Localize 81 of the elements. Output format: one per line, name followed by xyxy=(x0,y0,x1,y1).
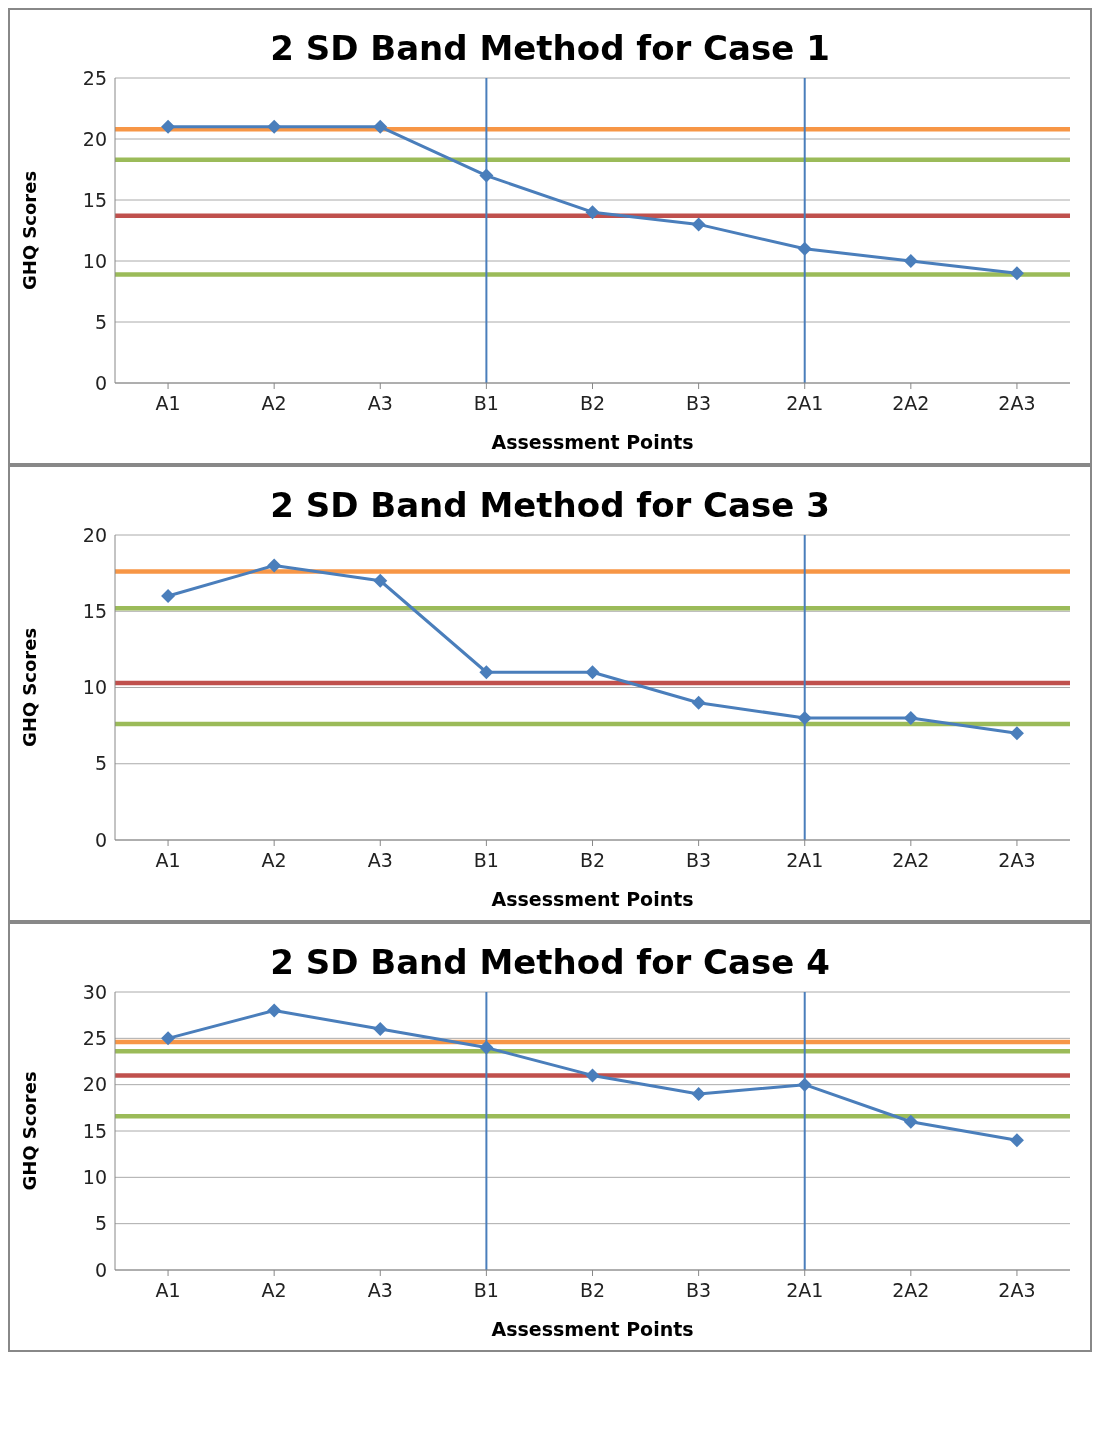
x-tick-label: B3 xyxy=(686,392,712,415)
x-axis-title: Assessment Points xyxy=(491,1318,694,1340)
point xyxy=(373,119,388,134)
point xyxy=(267,1003,282,1018)
x-tick-label: A3 xyxy=(367,392,393,415)
y-tick-label: 10 xyxy=(82,1166,107,1189)
x-tick-label: B2 xyxy=(579,1279,606,1302)
point xyxy=(585,1068,600,1083)
y-axis-title: GHQ Scores xyxy=(19,170,41,291)
point xyxy=(161,119,176,134)
x-tick-label: A1 xyxy=(155,1279,181,1302)
x-tick-label: A2 xyxy=(261,849,287,872)
y-tick-label: 30 xyxy=(82,980,107,1003)
y-axis-title: GHQ Scores xyxy=(19,627,41,748)
y-tick-label: 25 xyxy=(82,1027,107,1050)
x-tick-label: B1 xyxy=(473,392,499,415)
point xyxy=(1009,266,1024,281)
x-tick-label: B1 xyxy=(473,849,499,872)
point xyxy=(585,665,600,680)
x-tick-label: 2A2 xyxy=(892,392,930,415)
x-tick-label: A3 xyxy=(367,1279,393,1302)
y-tick-label: 25 xyxy=(82,66,107,89)
chart-title: 2 SD Band Method for Case 3 xyxy=(269,484,831,525)
x-tick-label: 2A1 xyxy=(786,1279,824,1302)
point xyxy=(797,241,812,256)
x-tick-label: 2A1 xyxy=(786,849,824,872)
x-tick-label: B1 xyxy=(473,1279,499,1302)
point xyxy=(1009,726,1024,741)
point xyxy=(797,711,812,725)
point xyxy=(1009,1133,1024,1148)
y-tick-label: 0 xyxy=(94,371,107,394)
y-tick-label: 15 xyxy=(82,1119,107,1142)
x-tick-label: B2 xyxy=(579,849,606,872)
x-tick-label: A2 xyxy=(261,1279,287,1302)
x-tick-label: B2 xyxy=(579,392,606,415)
point xyxy=(797,1077,812,1092)
point xyxy=(903,254,918,268)
point xyxy=(903,1114,918,1129)
point xyxy=(267,558,282,573)
x-tick-label: A1 xyxy=(155,849,181,872)
x-axis-title: Assessment Points xyxy=(491,888,694,910)
chart-title: 2 SD Band Method for Case 1 xyxy=(269,27,831,68)
y-tick-label: 5 xyxy=(94,310,107,333)
x-tick-label: 2A3 xyxy=(998,1279,1036,1302)
chart-title: 2 SD Band Method for Case 4 xyxy=(269,941,831,982)
y-tick-label: 5 xyxy=(94,1212,107,1235)
point xyxy=(161,1031,176,1046)
y-tick-label: 20 xyxy=(82,523,107,546)
x-tick-label: A3 xyxy=(367,849,393,872)
x-tick-label: A1 xyxy=(155,392,181,415)
y-tick-label: 5 xyxy=(94,752,107,775)
point xyxy=(479,1040,494,1055)
y-tick-label: 20 xyxy=(82,1073,107,1096)
x-tick-label: B3 xyxy=(686,849,712,872)
x-tick-label: 2A2 xyxy=(892,849,930,872)
x-tick-label: B3 xyxy=(686,1279,712,1302)
x-tick-label: 2A1 xyxy=(786,392,824,415)
point xyxy=(479,665,494,680)
point xyxy=(585,205,600,220)
point xyxy=(691,1086,706,1101)
x-axis-title: Assessment Points xyxy=(491,431,694,453)
point xyxy=(479,168,494,183)
point xyxy=(373,1022,388,1037)
x-tick-label: 2A2 xyxy=(892,1279,930,1302)
y-tick-label: 10 xyxy=(82,676,107,699)
point xyxy=(691,217,706,232)
y-tick-label: 10 xyxy=(82,249,107,272)
point xyxy=(161,589,176,603)
x-tick-label: A2 xyxy=(261,392,287,415)
point xyxy=(691,695,706,710)
y-tick-label: 0 xyxy=(94,828,107,851)
y-tick-label: 20 xyxy=(82,127,107,150)
x-tick-label: 2A3 xyxy=(998,849,1036,872)
point xyxy=(903,711,918,725)
x-tick-label: 2A3 xyxy=(998,392,1036,415)
point xyxy=(373,573,388,588)
y-axis-title: GHQ Scores xyxy=(19,1071,41,1191)
y-tick-label: 15 xyxy=(82,188,107,211)
y-tick-label: 15 xyxy=(82,599,107,622)
y-tick-label: 0 xyxy=(94,1258,107,1281)
point xyxy=(267,119,282,134)
